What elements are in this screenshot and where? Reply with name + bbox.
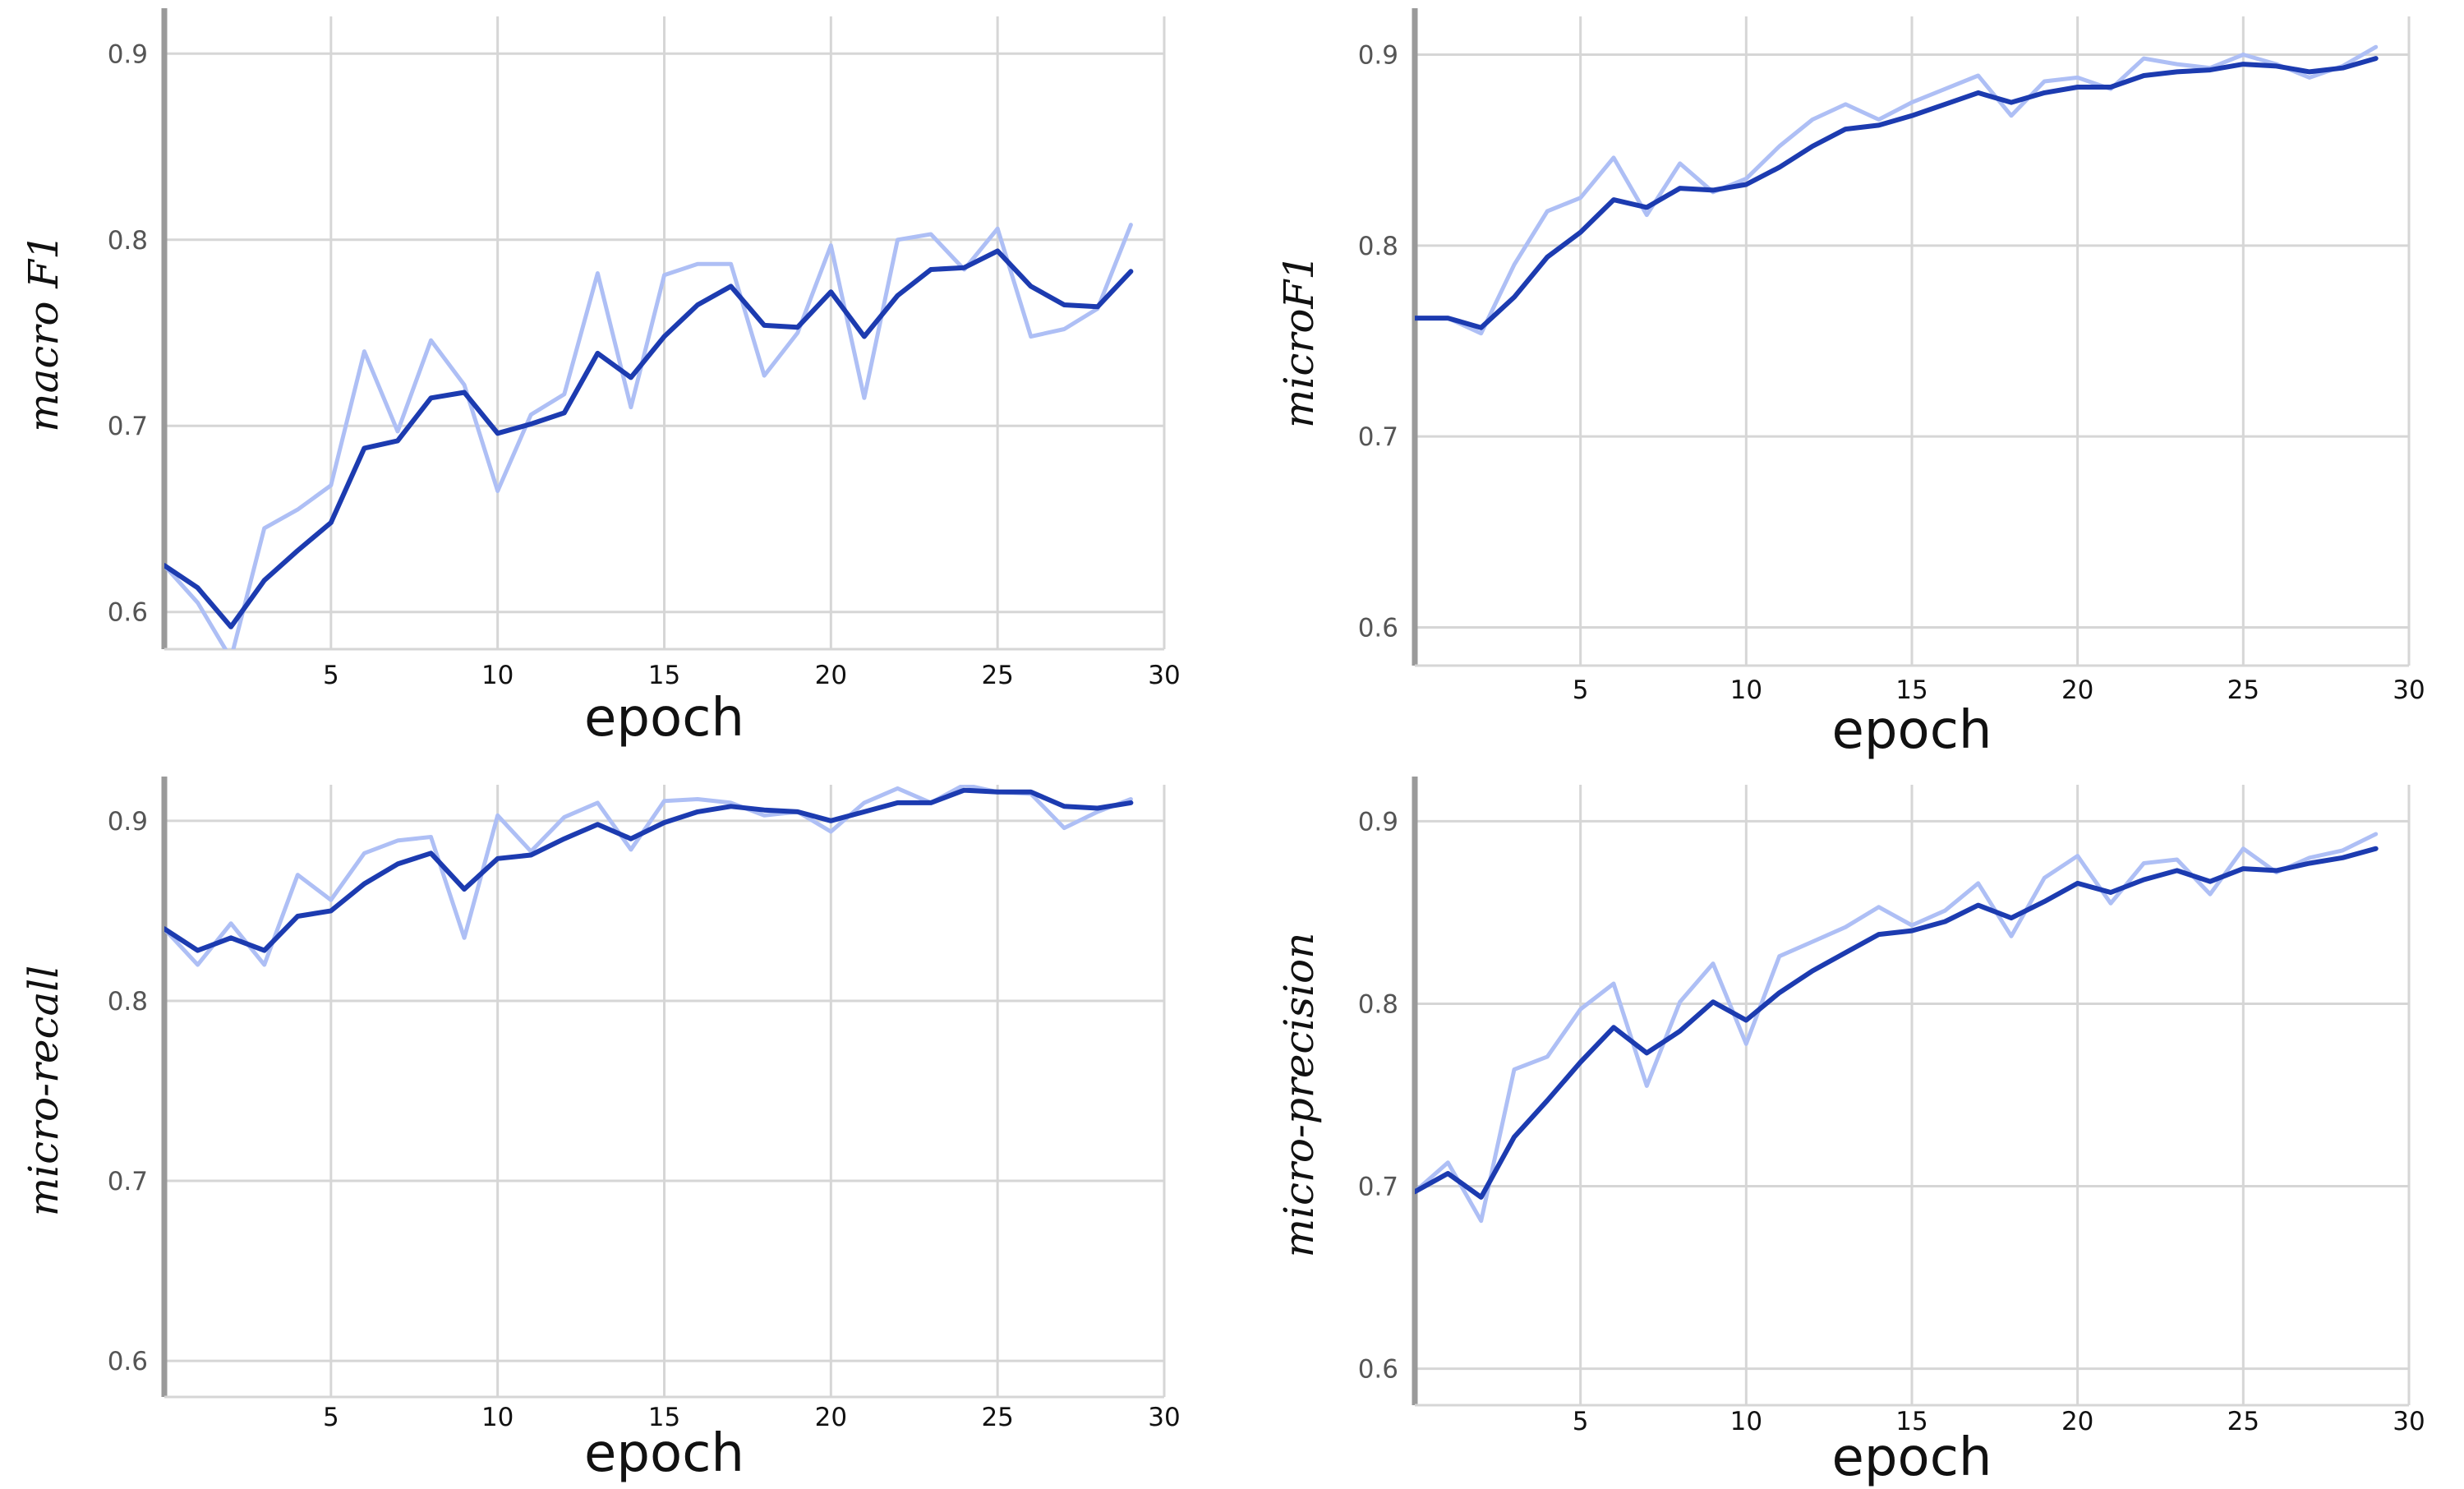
x-tick-label: 20 — [2061, 1407, 2093, 1436]
y-tick-label: 0.7 — [108, 412, 148, 441]
x-tick-label: 10 — [1730, 675, 1762, 705]
x-tick-label: 15 — [1895, 675, 1927, 705]
series-line-raw — [164, 785, 1133, 967]
x-tick-label: 20 — [2061, 675, 2093, 705]
y-tick-label: 0.7 — [1358, 1173, 1398, 1202]
y-tick-label: 0.7 — [1358, 422, 1398, 452]
chart-panel-4: 0.6 0.7 0.8 0.9 5 10 15 20 25 30 epoch micro-precis… — [1275, 777, 2425, 1488]
x-tick-label: 20 — [815, 1403, 847, 1432]
x-tick-label: 25 — [981, 661, 1013, 690]
y-axis-label: microF1 — [1275, 254, 1323, 428]
x-tick-label: 25 — [2227, 1407, 2259, 1436]
y-tick-label: 0.9 — [108, 807, 148, 837]
chart-panel-3: 0.6 0.7 0.8 0.9 5 10 15 20 25 30 epoch micro-recall — [20, 777, 1181, 1484]
series-line-smoothed — [164, 787, 1134, 953]
x-tick-label: 10 — [481, 661, 514, 690]
y-axis-label: micro-precision — [1275, 933, 1323, 1258]
x-tick-label: 10 — [481, 1403, 514, 1432]
y-tick-label: 0.8 — [1358, 989, 1398, 1019]
x-axis-label: epoch — [584, 1423, 744, 1484]
x-tick-label: 25 — [2227, 675, 2259, 705]
x-axis-label: epoch — [1832, 700, 1992, 761]
x-tick-label: 10 — [1730, 1407, 1762, 1436]
x-tick-label: 30 — [2393, 1407, 2425, 1436]
y-tick-label: 0.6 — [1358, 614, 1398, 643]
x-tick-label: 30 — [2393, 675, 2425, 705]
series-line-raw — [164, 223, 1133, 649]
x-tick-label: 5 — [323, 661, 339, 690]
chart-panel-1: 0.6 0.7 0.8 0.9 5 10 15 20 25 30 epoch macro F1 — [20, 8, 1181, 749]
x-tick-label: 20 — [815, 661, 847, 690]
y-tick-label: 0.8 — [108, 226, 148, 256]
x-tick-label: 15 — [1895, 1407, 1927, 1436]
x-tick-label: 5 — [1573, 1407, 1589, 1436]
y-tick-label: 0.8 — [1358, 232, 1398, 261]
series-line-raw — [1415, 44, 2379, 336]
y-tick-label: 0.9 — [1358, 807, 1398, 837]
series-line-smoothed — [1415, 846, 2379, 1200]
y-tick-label: 0.9 — [1358, 40, 1398, 70]
x-tick-label: 15 — [648, 1403, 680, 1432]
y-axis-label: macro F1 — [20, 233, 67, 432]
y-tick-label: 0.6 — [1358, 1355, 1398, 1385]
x-axis-label: epoch — [584, 688, 744, 749]
x-tick-label: 5 — [1573, 675, 1589, 705]
series-line-raw — [1415, 832, 2379, 1224]
x-tick-label: 30 — [1148, 661, 1180, 690]
chart-panel-2: 0.6 0.7 0.8 0.9 5 10 15 20 25 30 epoch microF1 — [1275, 8, 2425, 761]
series-line-smoothed — [1415, 56, 2379, 330]
y-tick-label: 0.6 — [108, 598, 148, 628]
x-tick-label: 5 — [323, 1403, 339, 1432]
y-axis-label: micro-recall — [20, 966, 67, 1217]
x-tick-label: 25 — [981, 1403, 1013, 1432]
series-line-smoothed — [164, 248, 1134, 629]
y-tick-label: 0.9 — [108, 39, 148, 69]
x-tick-label: 30 — [1148, 1403, 1180, 1432]
x-tick-label: 15 — [648, 661, 680, 690]
x-axis-label: epoch — [1832, 1427, 1992, 1488]
y-tick-label: 0.8 — [108, 987, 148, 1016]
y-tick-label: 0.7 — [108, 1167, 148, 1196]
y-tick-label: 0.6 — [108, 1347, 148, 1376]
